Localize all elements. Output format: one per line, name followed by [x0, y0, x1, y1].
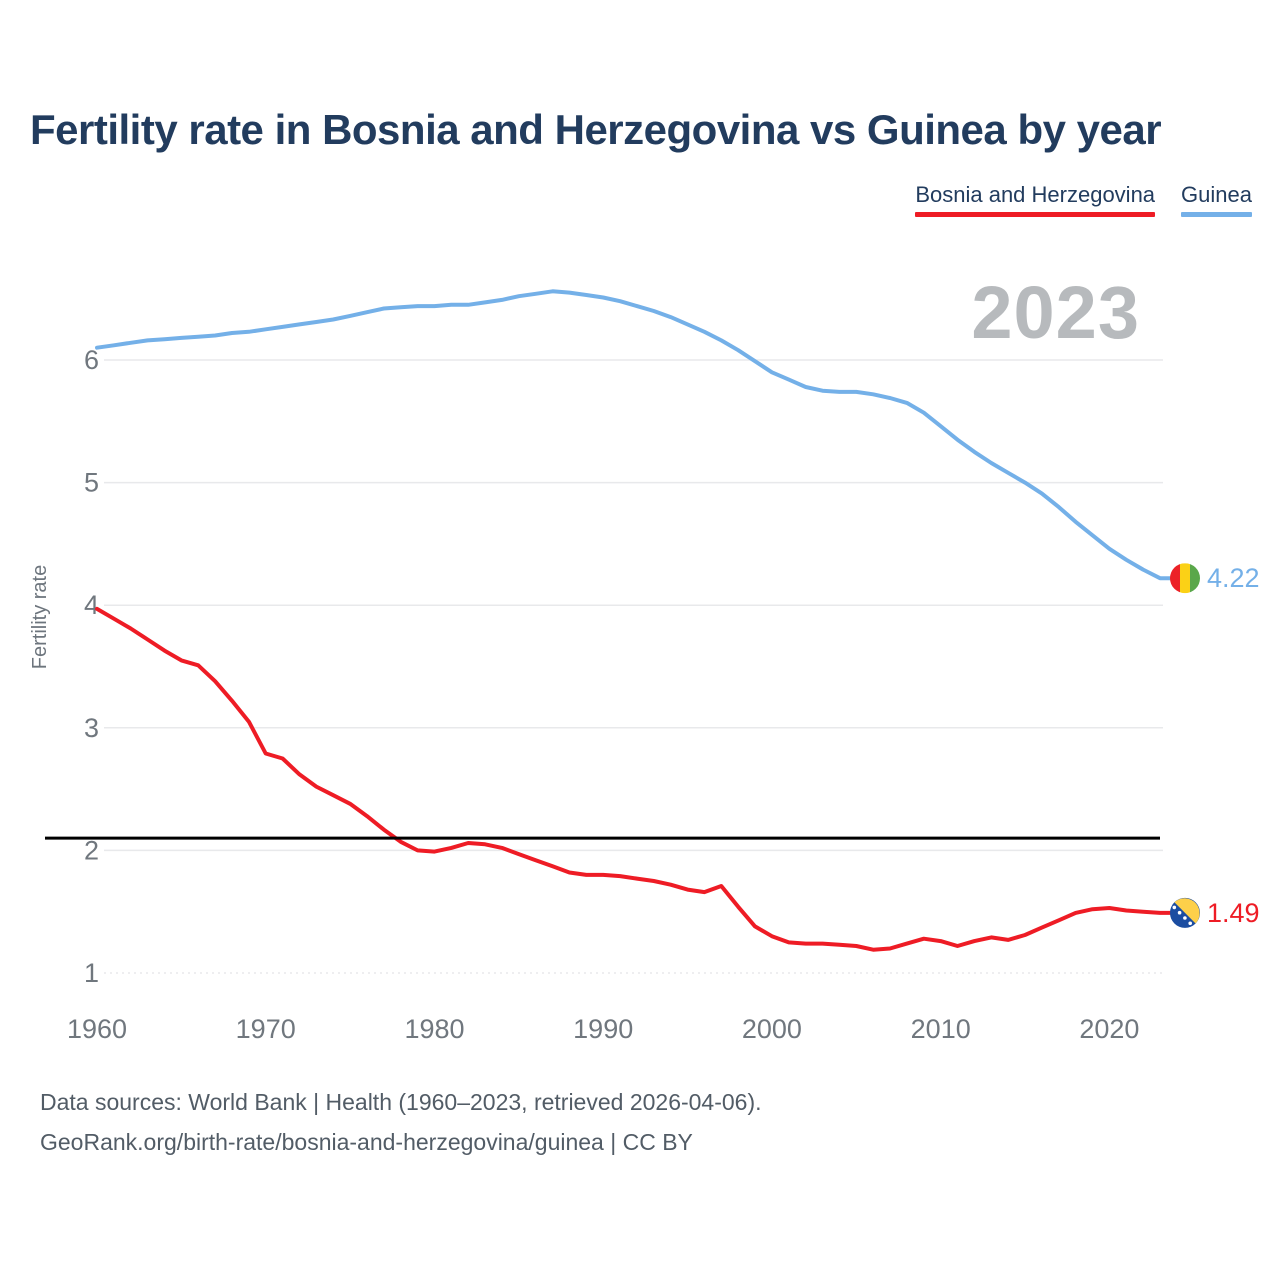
x-tick-1990: 1990: [573, 1014, 633, 1044]
legend-label-guinea: Guinea: [1181, 182, 1252, 207]
legend-swatch-bosnia: [915, 212, 1156, 217]
guinea-end-value: 4.22: [1207, 563, 1260, 593]
footer: Data sources: World Bank | Health (1960–…: [40, 1082, 762, 1162]
bosnia-flag-marker: [1170, 897, 1200, 928]
x-tick-1980: 1980: [404, 1014, 464, 1044]
data-sources-text: Data sources: World Bank | Health (1960–…: [40, 1089, 762, 1115]
bosnia-end-value: 1.49: [1207, 898, 1260, 928]
chart-title: Fertility rate in Bosnia and Herzegovina…: [30, 106, 1162, 153]
y-tick-5: 5: [84, 468, 99, 498]
y-tick-1: 1: [84, 958, 99, 988]
legend-item-guinea[interactable]: Guinea: [1181, 182, 1252, 217]
legend-swatch-guinea: [1181, 212, 1252, 217]
guinea-line: [95, 289, 1173, 581]
x-tick-2000: 2000: [742, 1014, 802, 1044]
x-tick-2010: 2010: [911, 1014, 971, 1044]
x-tick-1960: 1960: [67, 1014, 127, 1044]
y-tick-3: 3: [84, 713, 99, 743]
y-tick-4: 4: [84, 590, 99, 620]
year-watermark: 2023: [971, 271, 1140, 354]
legend-item-bosnia[interactable]: Bosnia and Herzegovina: [915, 182, 1156, 217]
x-tick-2020: 2020: [1079, 1014, 1139, 1044]
x-tick-1970: 1970: [236, 1014, 296, 1044]
y-axis-title: Fertility rate: [29, 565, 51, 669]
guinea-flag-marker: [1170, 563, 1200, 594]
y-tick-6: 6: [84, 345, 99, 375]
legend: Bosnia and Herzegovina Guinea: [915, 182, 1252, 217]
attribution-text: GeoRank.org/birth-rate/bosnia-and-herzeg…: [40, 1129, 693, 1155]
legend-label-bosnia: Bosnia and Herzegovina: [915, 182, 1156, 207]
fertility-line-chart: 1 2 3 4 5 6 1960 1970 1980 1990 2000 2010 2020 Fertil…: [29, 289, 1260, 1044]
bosnia-line: [95, 606, 1173, 952]
y-tick-2: 2: [84, 835, 99, 865]
